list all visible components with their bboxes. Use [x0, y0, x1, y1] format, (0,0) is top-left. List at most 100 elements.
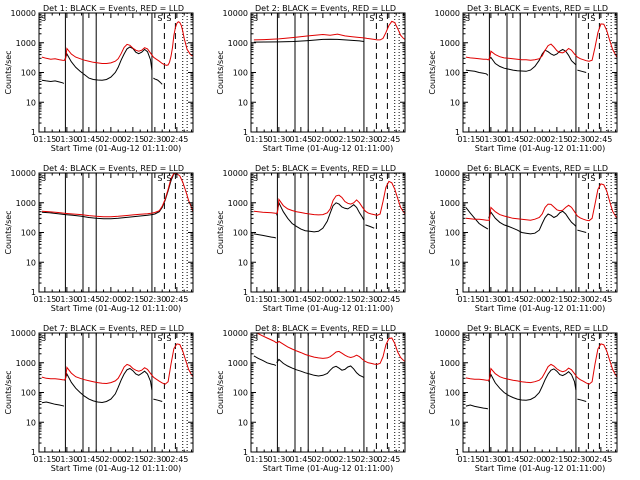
panel-6: Det 6: BLACK = Events, RED = LLD 1 10 100 10… [428, 164, 618, 313]
x-tick-label: 02:45 [165, 455, 188, 464]
x-tick-label: 01:30 [55, 135, 78, 144]
y-tick-label: 1 [31, 288, 36, 297]
y-axis-label: Counts/sec [4, 370, 13, 414]
x-tick-label: 02:00 [311, 455, 334, 464]
series-lld-line [256, 333, 405, 365]
y-tick-label: 100 [233, 229, 248, 238]
x-tick-label: 02:30 [567, 135, 590, 144]
corner-marker-left: S [41, 334, 46, 343]
y-tick-label: 1000 [440, 199, 460, 208]
x-tick-label: 01:45 [77, 295, 100, 304]
series-events-line [64, 367, 153, 404]
y-tick-label: 10 [26, 258, 36, 267]
panel-5: Det 5: BLACK = Events, RED = LLD 1 10 100 10… [216, 164, 406, 313]
y-tick-label: 10 [26, 418, 36, 427]
y-tick-label: 1 [31, 128, 36, 137]
y-axis-label: Counts/sec [428, 210, 437, 254]
plot-frame [250, 12, 406, 133]
corner-marker-right: S [581, 334, 586, 343]
series-events-line [577, 229, 587, 233]
x-tick-label: 02:30 [355, 455, 378, 464]
y-tick-label: 10000 [435, 9, 460, 18]
x-tick-label: 02:30 [567, 295, 590, 304]
x-tick-label: 02:45 [589, 295, 612, 304]
y-tick-label: 1 [243, 128, 248, 137]
panel-title: Det 1: BLACK = Events, RED = LLD [43, 4, 184, 13]
x-tick-label: 02:45 [165, 295, 188, 304]
series-events-line [365, 224, 375, 229]
x-tick-label: 01:45 [289, 455, 312, 464]
series-lld-line [41, 173, 193, 218]
y-axis-label: Counts/sec [428, 370, 437, 414]
x-tick-label: 02:45 [377, 135, 400, 144]
corner-marker-right: S [369, 334, 374, 343]
series-events-line [253, 38, 364, 43]
y-tick-label: 10 [26, 98, 36, 107]
x-tick-label: 01:15 [245, 295, 268, 304]
y-tick-label: 10000 [223, 169, 248, 178]
x-axis-label: Start Time (01-Aug-12 01:11:00) [475, 144, 606, 153]
corner-marker-right: S [378, 174, 383, 183]
series-events-line [276, 358, 365, 378]
plot-frame [462, 12, 618, 133]
x-tick-label: 01:45 [289, 135, 312, 144]
corner-marker-right: S [369, 14, 374, 23]
corner-marker-left: S [253, 334, 258, 343]
corner-marker-left: S [253, 14, 258, 23]
series-lld-line [465, 343, 617, 385]
y-tick-label: 100 [21, 69, 36, 78]
x-tick-label: 02:30 [355, 295, 378, 304]
y-tick-label: 1000 [228, 39, 248, 48]
y-tick-label: 1000 [16, 39, 36, 48]
x-tick-label: 02:00 [99, 135, 122, 144]
panel-title: Det 8: BLACK = Events, RED = LLD [255, 324, 396, 333]
x-axis-label: Start Time (01-Aug-12 01:11:00) [51, 464, 182, 473]
y-tick-label: 100 [233, 389, 248, 398]
y-tick-label: 10 [238, 98, 248, 107]
corner-marker-right: S [166, 14, 171, 23]
y-tick-label: 100 [21, 229, 36, 238]
x-axis-label: Start Time (01-Aug-12 01:11:00) [51, 304, 182, 313]
x-tick-label: 02:00 [523, 455, 546, 464]
y-tick-label: 1 [455, 128, 460, 137]
series-events-line [488, 210, 577, 235]
x-tick-label: 02:00 [99, 295, 122, 304]
panel-2: Det 2: BLACK = Events, RED = LLD 1 10 100 10… [216, 4, 406, 153]
y-axis-label: Counts/sec [4, 210, 13, 254]
x-tick-label: 01:30 [55, 455, 78, 464]
series-events-line [465, 404, 489, 410]
y-tick-label: 1 [455, 448, 460, 457]
panel-title: Det 9: BLACK = Events, RED = LLD [467, 324, 608, 333]
x-tick-label: 01:45 [77, 135, 100, 144]
corner-marker-left: S [465, 174, 470, 183]
x-tick-label: 01:15 [33, 135, 56, 144]
x-axis-label: Start Time (01-Aug-12 01:11:00) [263, 304, 394, 313]
panel-title: Det 4: BLACK = Events, RED = LLD [43, 164, 184, 173]
corner-marker-right: S [157, 174, 162, 183]
corner-marker-right: S [166, 334, 171, 343]
panel-title: Det 2: BLACK = Events, RED = LLD [255, 4, 396, 13]
x-tick-label: 01:45 [501, 135, 524, 144]
plot-frame [462, 332, 618, 453]
x-tick-label: 02:30 [567, 455, 590, 464]
y-tick-label: 100 [233, 69, 248, 78]
y-tick-label: 10000 [11, 329, 36, 338]
series-events-line [153, 398, 163, 402]
y-tick-label: 1 [455, 288, 460, 297]
x-tick-label: 02:15 [333, 455, 356, 464]
corner-marker-right: S [166, 174, 171, 183]
y-tick-label: 1000 [440, 39, 460, 48]
corner-marker-right: S [378, 14, 383, 23]
panel-title: Det 3: BLACK = Events, RED = LLD [467, 4, 608, 13]
x-tick-label: 01:30 [267, 295, 290, 304]
x-tick-label: 01:15 [457, 455, 480, 464]
panel-7: Det 7: BLACK = Events, RED = LLD 1 10 100 10… [4, 324, 194, 473]
x-tick-label: 01:30 [479, 295, 502, 304]
y-tick-label: 1000 [228, 199, 248, 208]
x-tick-label: 02:15 [545, 135, 568, 144]
y-tick-label: 10000 [223, 329, 248, 338]
y-tick-label: 1 [243, 448, 248, 457]
x-tick-label: 02:45 [165, 135, 188, 144]
panel-1: Det 1: BLACK = Events, RED = LLD 1 10 100 10… [4, 4, 194, 153]
series-events-line [488, 368, 577, 401]
